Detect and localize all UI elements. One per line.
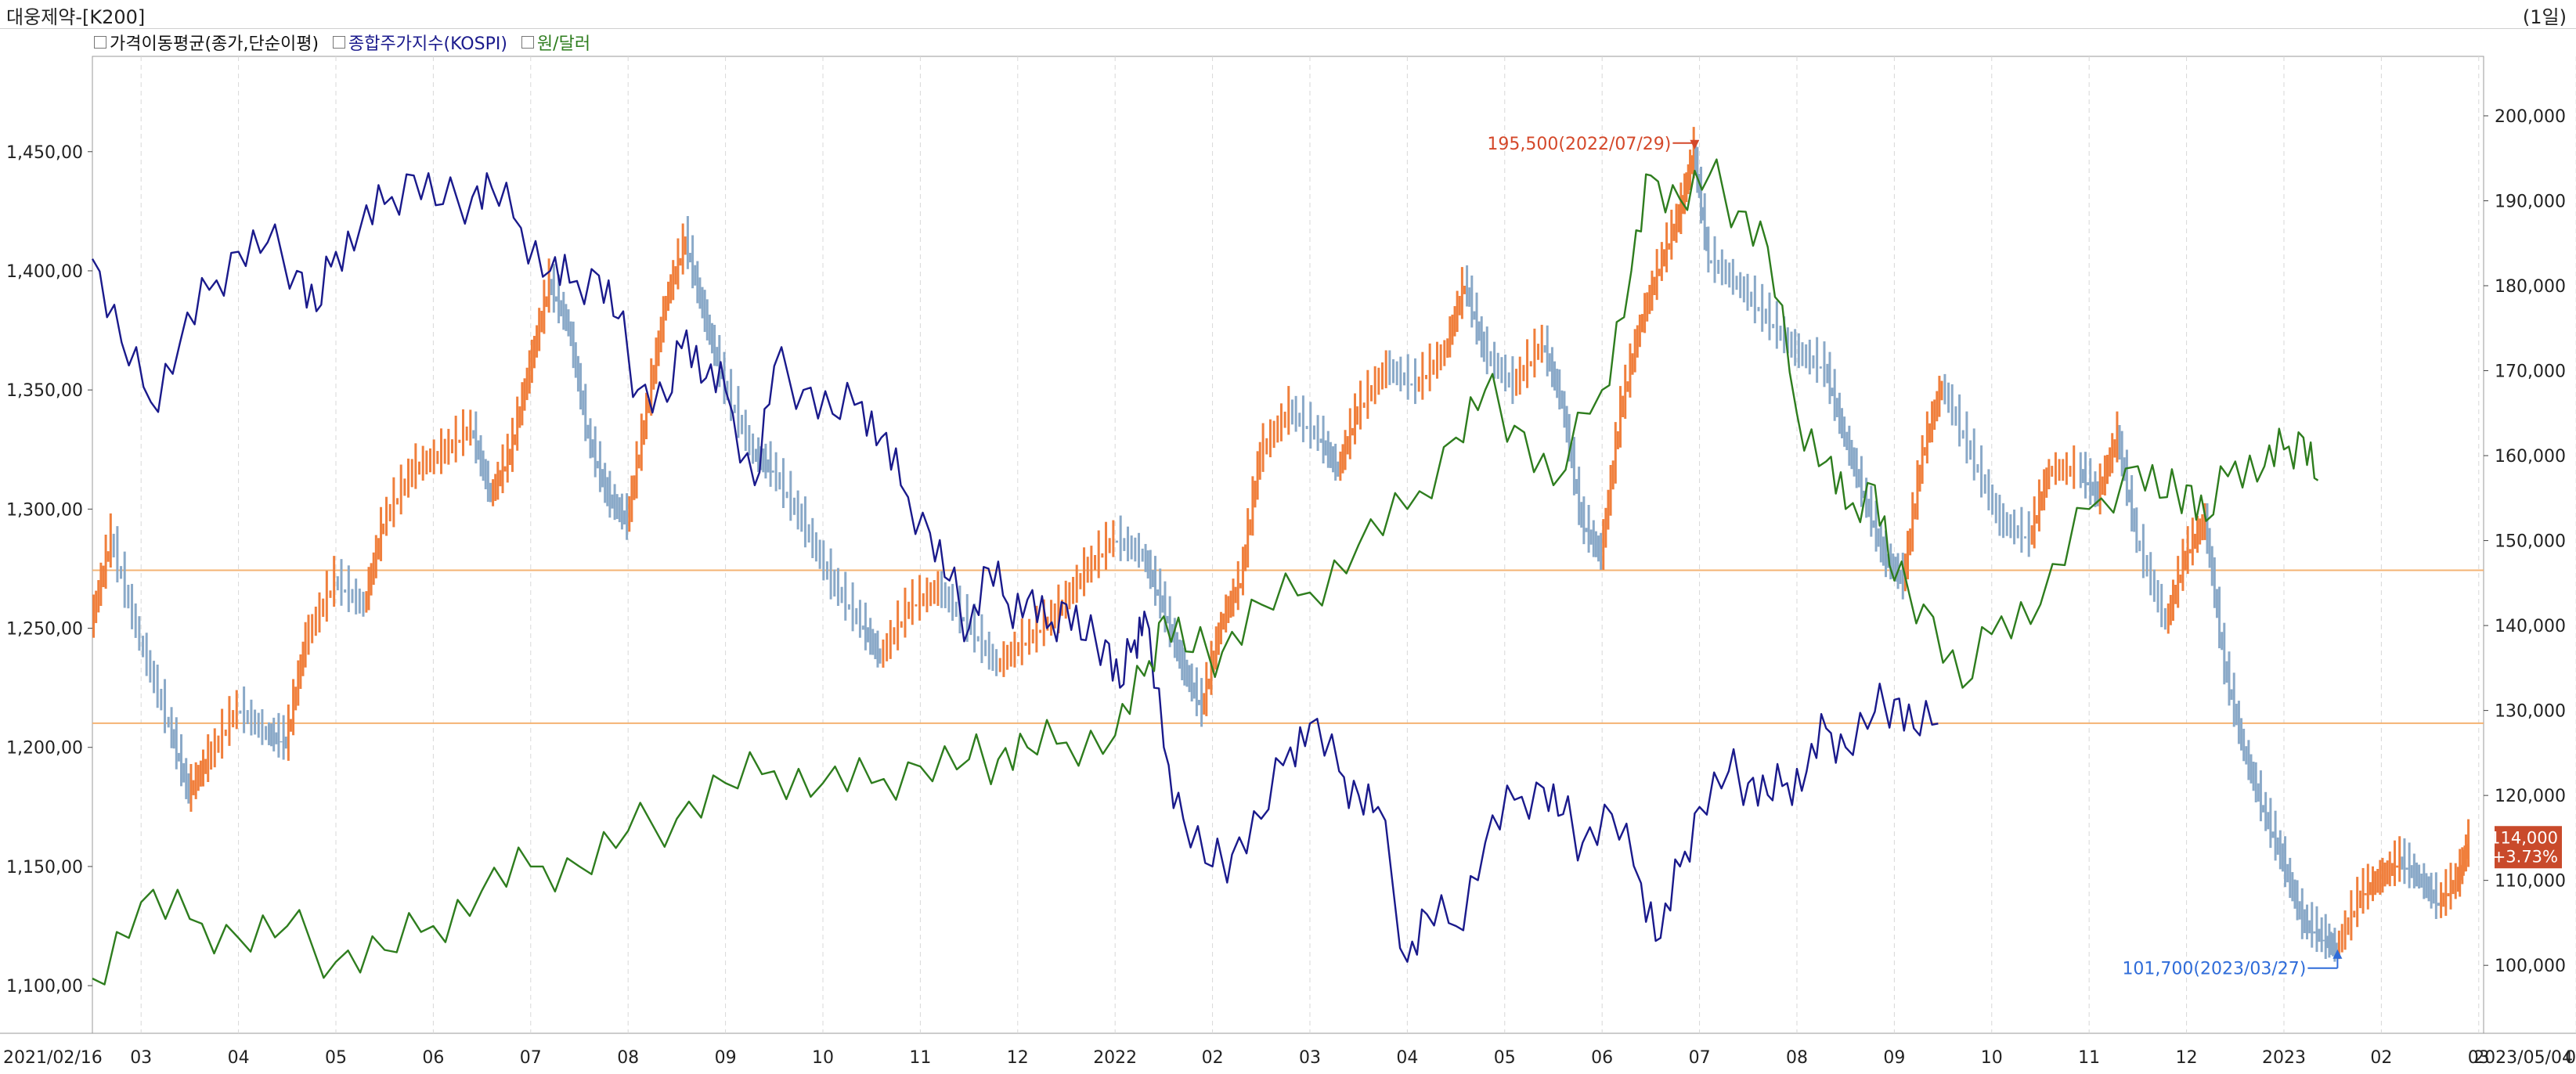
x-tick-label: 07 (520, 1048, 542, 1068)
plot-area (92, 56, 2484, 1034)
series-line (92, 158, 2319, 986)
x-tick-label: 03 (2468, 1048, 2490, 1068)
y-right-tick-label: 120,000 (2495, 787, 2566, 806)
x-tick-label: 03 (130, 1048, 152, 1068)
x-tick-label: 09 (715, 1048, 737, 1068)
legend: 가격이동평균(종가,단순이평) 종합주가지수(KOSPI) 원/달러 (94, 28, 590, 56)
annotation-label: 195,500(2022/07/29) (1487, 135, 1671, 154)
legend-item-ma[interactable]: 가격이동평균(종가,단순이평) (94, 30, 319, 55)
x-tick-label: 11 (909, 1048, 931, 1068)
x-tick-label: 09 (1883, 1048, 1905, 1068)
checkbox-icon[interactable] (333, 36, 346, 49)
y-left-tick-label: 1,400,00 (6, 262, 83, 282)
x-tick-label: 06 (1591, 1048, 1613, 1068)
annotation-marker (1690, 139, 1700, 150)
annotation-label: 101,700(2023/03/27) (2122, 960, 2306, 979)
y-left-tick-label: 1,200,00 (6, 739, 83, 759)
x-tick-label: 08 (1786, 1048, 1808, 1068)
y-left-tick-label: 1,100,00 (6, 977, 83, 997)
y-right-tick-label: 170,000 (2495, 362, 2566, 382)
legend-label-kospi: 종합주가지수(KOSPI) (348, 34, 507, 54)
legend-label-usdkrw: 원/달러 (536, 34, 591, 54)
x-tick-label: 04 (228, 1048, 250, 1068)
y-right-tick-label: 130,000 (2495, 702, 2566, 722)
x-tick-label: 04 (1396, 1048, 1418, 1068)
series-line (91, 172, 1939, 963)
y-left-tick-label: 1,450,00 (6, 143, 83, 163)
y-right-tick-label: 110,000 (2495, 872, 2566, 892)
y-right-tick-label: 190,000 (2495, 192, 2566, 211)
current-value-badge (2495, 826, 2562, 869)
y-right-tick-label: 180,000 (2495, 277, 2566, 297)
y-right-tick-label: 200,000 (2495, 107, 2566, 127)
y-right-tick-label: 160,000 (2495, 447, 2566, 467)
y-left-tick-label: 1,150,00 (6, 858, 83, 878)
checkbox-icon[interactable] (521, 36, 534, 49)
x-tick-label: 2022 (1093, 1048, 1137, 1068)
x-tick-label: 03 (1299, 1048, 1321, 1068)
x-tick-label: 10 (1981, 1048, 2003, 1068)
y-right-tick-label: 140,000 (2495, 617, 2566, 636)
checkbox-icon[interactable] (94, 36, 106, 49)
current-change-label: +3.73% (2492, 847, 2558, 866)
x-tick-label: 2023 (2262, 1048, 2306, 1068)
x-tick-label: 2021/02/16 (3, 1048, 103, 1068)
x-tick-label: 12 (1007, 1048, 1029, 1068)
legend-item-kospi[interactable]: 종합주가지수(KOSPI) (333, 30, 507, 55)
x-tick-label: 05 (1494, 1048, 1516, 1068)
annotation-marker (2332, 949, 2343, 959)
y-left-tick-label: 1,300,00 (6, 500, 83, 520)
x-tick-label: 07 (1689, 1048, 1711, 1068)
x-tick-label: 2023/05/04 (2473, 1048, 2573, 1068)
current-price-label: 114,000 (2490, 828, 2558, 847)
title-bar: 대웅제약-[K200] (1일) (0, 0, 2576, 29)
x-tick-label: 02 (1202, 1048, 1224, 1068)
y-left-tick-label: 1,350,00 (6, 381, 83, 401)
x-tick-label: 10 (812, 1048, 834, 1068)
legend-item-usdkrw[interactable]: 원/달러 (521, 30, 590, 55)
x-tick-label: 05 (325, 1048, 347, 1068)
x-tick-label: 08 (617, 1048, 639, 1068)
x-tick-label: 06 (422, 1048, 444, 1068)
chart-title: 대웅제약-[K200] (6, 6, 146, 28)
legend-label-ma: 가격이동평균(종가,단순이평) (110, 34, 319, 54)
period-label: (1일) (2522, 6, 2567, 28)
x-tick-label: 12 (2176, 1048, 2198, 1068)
y-right-tick-label: 100,000 (2495, 957, 2566, 976)
x-tick-label: 02 (2370, 1048, 2392, 1068)
y-right-tick-label: 150,000 (2495, 532, 2566, 552)
x-tick-label: 11 (2078, 1048, 2100, 1068)
y-left-tick-label: 1,250,00 (6, 620, 83, 640)
x-tick-label: 04 (2565, 1048, 2576, 1068)
